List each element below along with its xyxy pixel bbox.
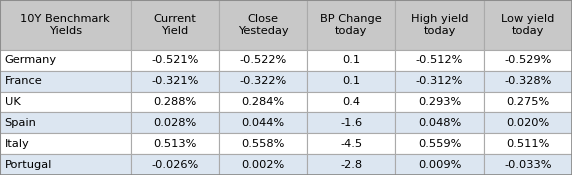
Text: -0.026%: -0.026% [151, 160, 198, 170]
Bar [219, 154, 307, 175]
Bar [484, 71, 572, 92]
Bar [484, 92, 572, 113]
Text: Italy: Italy [5, 139, 29, 149]
Bar [0, 71, 131, 92]
Bar [131, 0, 219, 50]
Text: BP Change
today: BP Change today [320, 14, 382, 36]
Bar [0, 92, 131, 113]
Text: Close
Yesteday: Close Yesteday [238, 14, 288, 36]
Bar [131, 112, 219, 133]
Text: 0.558%: 0.558% [241, 139, 285, 149]
Text: UK: UK [5, 97, 21, 107]
Text: -0.322%: -0.322% [240, 76, 287, 86]
Bar [131, 154, 219, 175]
Bar [484, 112, 572, 133]
Bar [0, 133, 131, 154]
Bar [307, 133, 395, 154]
Bar [484, 133, 572, 154]
Text: 0.028%: 0.028% [153, 118, 197, 128]
Bar [131, 50, 219, 71]
Bar [0, 50, 131, 71]
Text: 0.559%: 0.559% [418, 139, 461, 149]
Text: 0.4: 0.4 [343, 97, 360, 107]
Bar [219, 92, 307, 113]
Bar [395, 0, 484, 50]
Text: -1.6: -1.6 [340, 118, 363, 128]
Bar [307, 50, 395, 71]
Bar [484, 0, 572, 50]
Text: -0.312%: -0.312% [416, 76, 463, 86]
Text: 0.511%: 0.511% [506, 139, 550, 149]
Text: 0.048%: 0.048% [418, 118, 461, 128]
Text: Current
Yield: Current Yield [153, 14, 196, 36]
Text: France: France [5, 76, 42, 86]
Bar [307, 112, 395, 133]
Bar [307, 154, 395, 175]
Bar [0, 0, 131, 50]
Text: Portugal: Portugal [5, 160, 52, 170]
Text: -0.512%: -0.512% [416, 55, 463, 65]
Text: 0.284%: 0.284% [241, 97, 285, 107]
Bar [307, 0, 395, 50]
Text: -4.5: -4.5 [340, 139, 363, 149]
Bar [395, 112, 484, 133]
Bar [395, 133, 484, 154]
Text: 0.020%: 0.020% [506, 118, 550, 128]
Text: High yield
today: High yield today [411, 14, 468, 36]
Text: 0.275%: 0.275% [506, 97, 550, 107]
Text: 0.1: 0.1 [342, 55, 360, 65]
Text: 0.044%: 0.044% [241, 118, 285, 128]
Text: Germany: Germany [5, 55, 57, 65]
Text: 0.1: 0.1 [342, 76, 360, 86]
Text: Spain: Spain [5, 118, 37, 128]
Bar [131, 133, 219, 154]
Bar [484, 50, 572, 71]
Bar [395, 71, 484, 92]
Bar [219, 112, 307, 133]
Text: -0.521%: -0.521% [151, 55, 198, 65]
Text: Low yield
today: Low yield today [501, 14, 555, 36]
Text: 0.293%: 0.293% [418, 97, 461, 107]
Text: -2.8: -2.8 [340, 160, 363, 170]
Text: 0.513%: 0.513% [153, 139, 197, 149]
Text: 0.288%: 0.288% [153, 97, 197, 107]
Bar [0, 112, 131, 133]
Bar [219, 0, 307, 50]
Text: 0.002%: 0.002% [241, 160, 285, 170]
Text: 0.009%: 0.009% [418, 160, 461, 170]
Text: -0.328%: -0.328% [504, 76, 551, 86]
Text: -0.522%: -0.522% [240, 55, 287, 65]
Text: -0.529%: -0.529% [504, 55, 551, 65]
Bar [307, 71, 395, 92]
Text: -0.033%: -0.033% [504, 160, 551, 170]
Bar [307, 92, 395, 113]
Bar [219, 133, 307, 154]
Bar [219, 71, 307, 92]
Bar [395, 154, 484, 175]
Bar [219, 50, 307, 71]
Text: -0.321%: -0.321% [151, 76, 198, 86]
Text: 10Y Benchmark
Yields: 10Y Benchmark Yields [21, 14, 110, 36]
Bar [131, 92, 219, 113]
Bar [0, 154, 131, 175]
Bar [131, 71, 219, 92]
Bar [484, 154, 572, 175]
Bar [395, 92, 484, 113]
Bar [395, 50, 484, 71]
